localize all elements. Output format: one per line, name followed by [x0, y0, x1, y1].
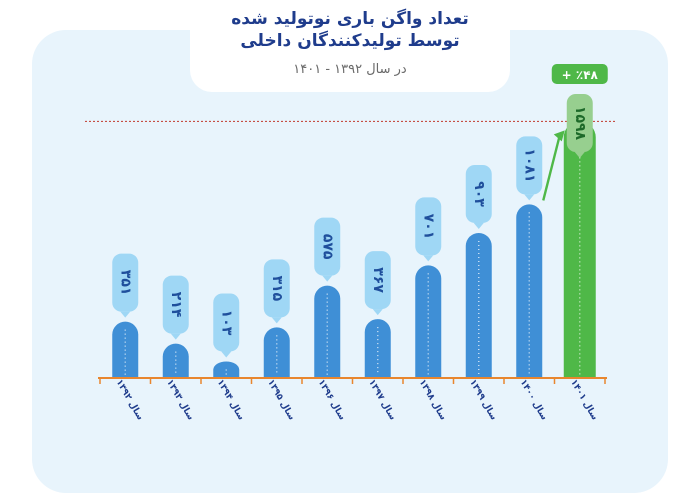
value-label: ۳۵۱ — [117, 270, 133, 296]
chart-subtitle: در سال ۱۳۹۲ - ۱۴۰۱ — [293, 62, 407, 77]
title-background — [190, 0, 510, 92]
value-label-pointer — [372, 309, 383, 316]
value-label-pointer — [574, 152, 585, 158]
value-label-pointer — [170, 333, 181, 340]
bar — [162, 343, 189, 378]
value-label-bg — [112, 253, 139, 312]
growth-arrow-head — [553, 130, 565, 142]
value-label: ۱۵۹۸ — [572, 106, 588, 141]
value-label-bg — [566, 94, 593, 152]
value-label: ۵۷۵ — [319, 234, 335, 260]
bar — [516, 204, 543, 378]
growth-badge — [551, 64, 608, 84]
chart-title-line1: تعداد واگن باری نوتولید شده — [231, 9, 469, 29]
value-label-bg — [263, 259, 290, 318]
value-label-pointer — [120, 311, 131, 318]
value-label: ۷۰۱ — [420, 214, 436, 240]
value-label-bg — [465, 164, 492, 223]
value-label-pointer — [221, 351, 232, 358]
value-label-bg — [213, 293, 240, 352]
value-label-pointer — [423, 255, 434, 262]
value-label-pointer — [271, 317, 282, 324]
value-label: ۳۶۷ — [370, 267, 386, 293]
value-label-pointer — [524, 194, 535, 201]
value-label-bg — [162, 275, 189, 334]
chart-title-line2: توسط تولیدکنندگان داخلی — [240, 31, 460, 51]
value-label: ۱۰۸۱ — [521, 148, 537, 182]
bar — [364, 319, 391, 378]
value-label-bg — [516, 136, 543, 195]
value-label-bg — [364, 251, 391, 310]
growth-arrow-line — [542, 135, 561, 201]
value-label-bg — [415, 197, 442, 256]
value-label-pointer — [473, 222, 484, 229]
growth-badge-text: + ٪۴۸ — [562, 68, 599, 82]
value-label: ۹۰۳ — [471, 181, 487, 207]
value-label-pointer — [322, 275, 333, 282]
value-label: ۲۱۴ — [168, 292, 184, 318]
bar — [314, 285, 341, 378]
value-label: ۱۰۳ — [218, 310, 234, 336]
bar — [263, 327, 290, 378]
chart-title: تعداد واگن باری نوتولید شده توسط تولیدکن… — [200, 8, 500, 52]
value-label: ۳۱۵ — [269, 276, 285, 302]
value-label-bg — [314, 217, 341, 276]
